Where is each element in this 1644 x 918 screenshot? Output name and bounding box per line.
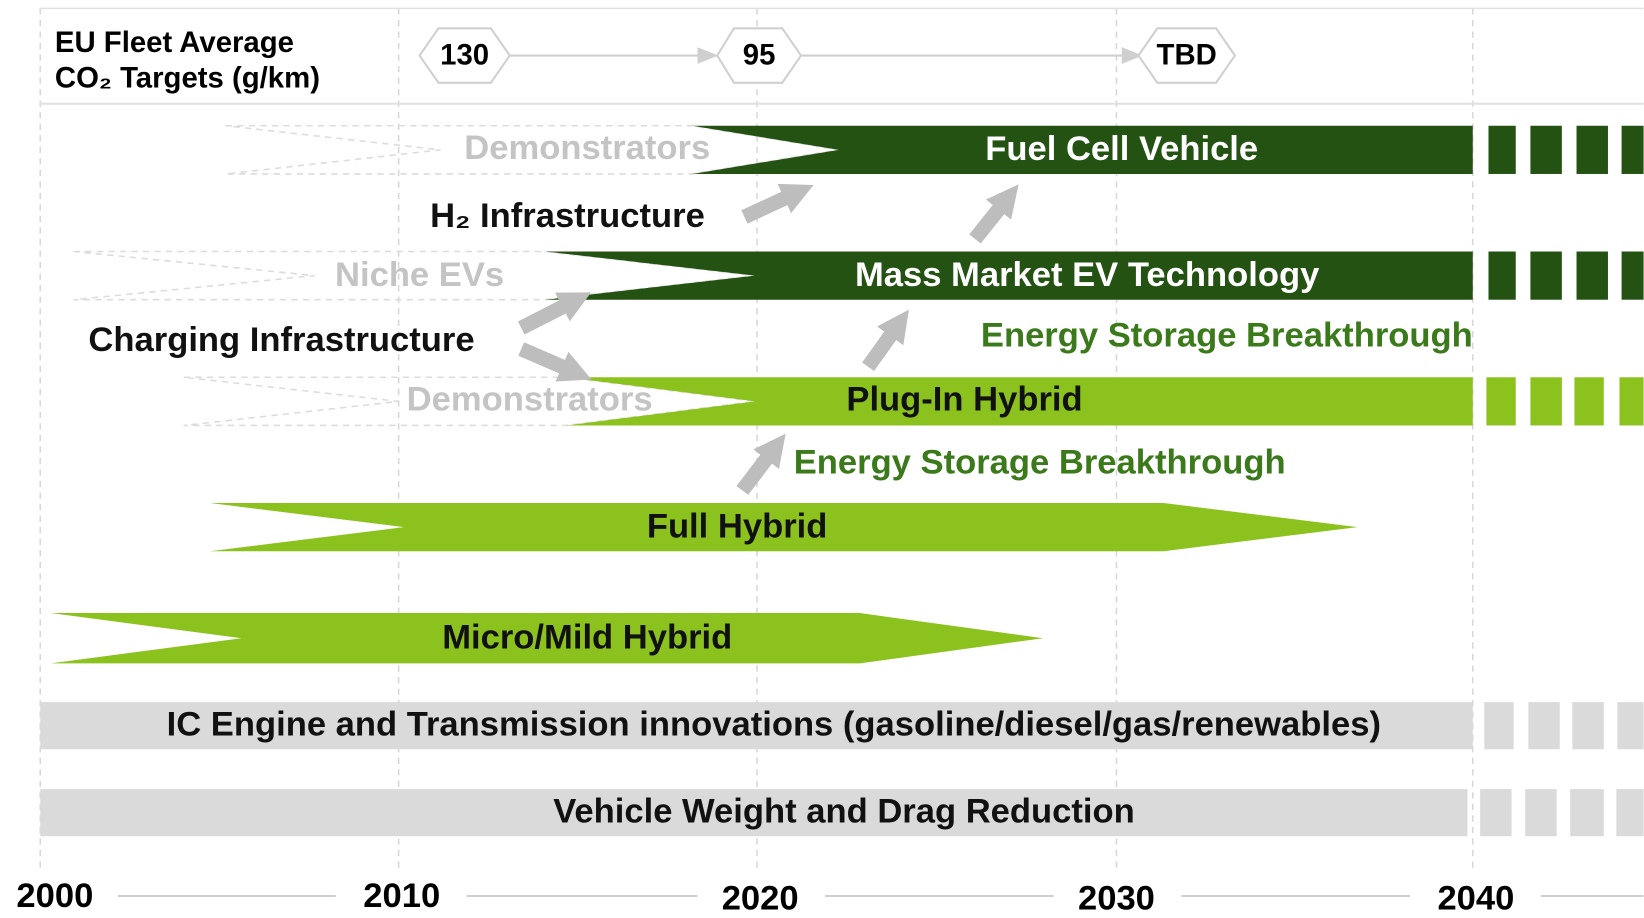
bar-label: IC Engine and Transmission innovations (…	[167, 705, 1381, 743]
header-title: EU Fleet Average	[55, 26, 294, 59]
mass-market-ev-bar	[73, 250, 1644, 301]
plug-in-hybrid-bar	[183, 376, 1644, 427]
year-label: 2000	[16, 877, 93, 915]
bar-label: Plug-In Hybrid	[846, 381, 1082, 419]
year-label: 2010	[363, 877, 440, 915]
year-label: 2030	[1078, 879, 1155, 917]
full-hybrid-bar	[210, 503, 1358, 552]
year-label: 2040	[1437, 879, 1514, 917]
breakthrough-label: Energy Storage Breakthrough	[794, 443, 1286, 481]
precursor-label: Niche EVs	[335, 256, 504, 294]
bar-label: Vehicle Weight and Drag Reduction	[553, 792, 1135, 830]
precursor-label: Demonstrators	[407, 381, 653, 419]
infrastructure-label: H₂ Infrastructure	[430, 197, 705, 235]
arrows	[517, 183, 1019, 495]
weight-drag-bar	[40, 789, 1644, 837]
target-value: 95	[743, 38, 776, 71]
fuel-cell-bar	[225, 124, 1644, 175]
breakthrough-label: Energy Storage Breakthrough	[981, 317, 1473, 355]
header-title: CO₂ Targets (g/km)	[55, 61, 320, 94]
target-value: TBD	[1157, 38, 1217, 71]
bar-label: Fuel Cell Vehicle	[985, 130, 1258, 168]
year-label: 2020	[722, 879, 799, 917]
precursor-label: Demonstrators	[464, 129, 710, 167]
infrastructure-label: Charging Infrastructure	[88, 321, 474, 359]
bar-label: Mass Market EV Technology	[855, 256, 1320, 294]
bar-label: Full Hybrid	[647, 507, 828, 545]
target-value: 130	[440, 38, 489, 71]
target-timeline	[418, 27, 1237, 84]
micro-hybrid-bar	[50, 613, 1044, 664]
ic-engine-bar	[40, 702, 1644, 750]
bar-label: Micro/Mild Hybrid	[442, 618, 732, 656]
